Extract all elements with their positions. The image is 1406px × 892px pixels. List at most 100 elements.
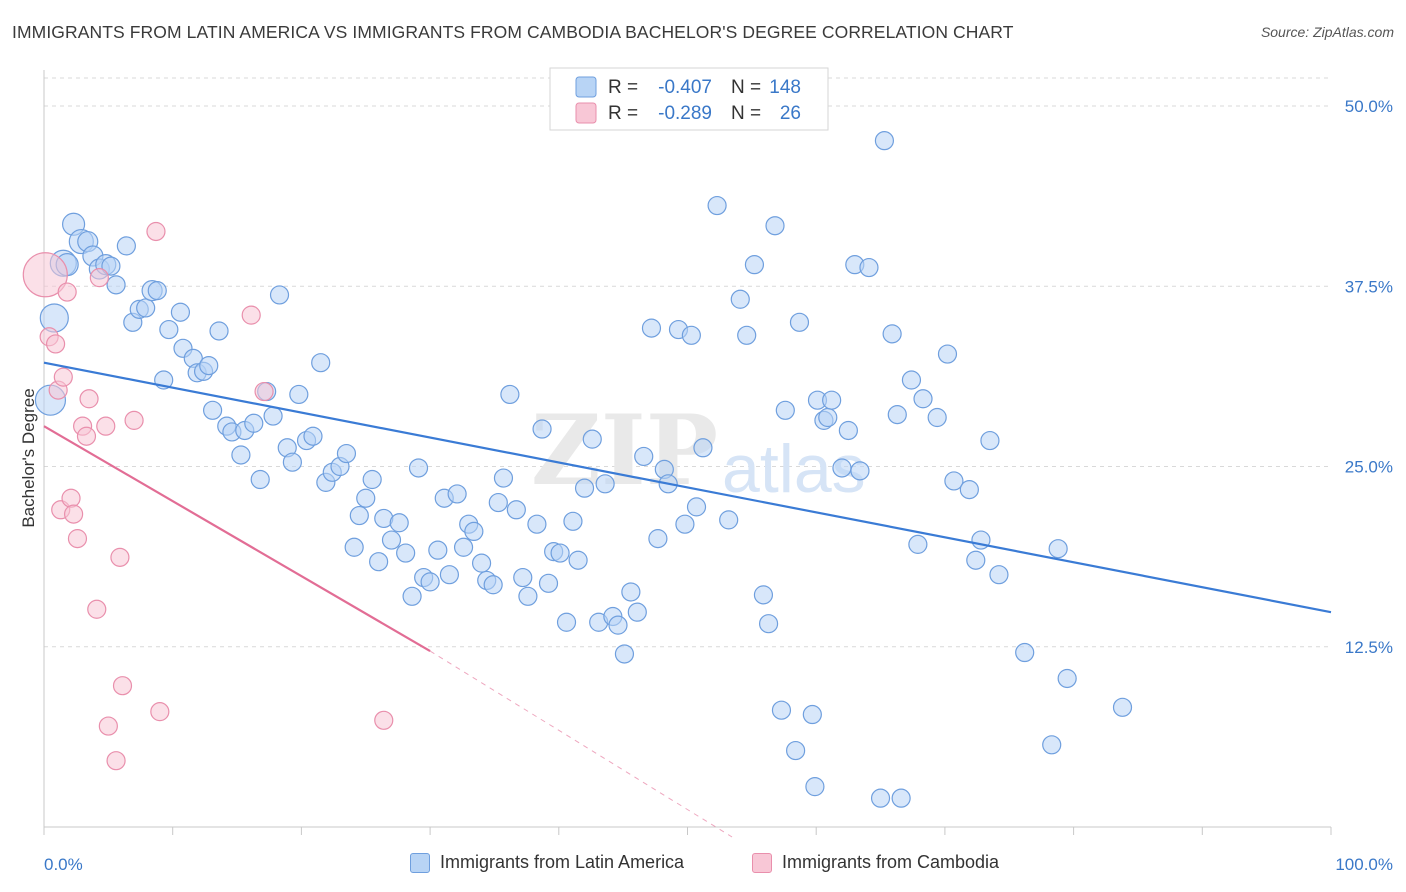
- point-latin-america-87: [595, 474, 615, 494]
- point-latin-america-50: [362, 469, 382, 490]
- x-tick-labels: 0.0% 100.0%: [44, 855, 1393, 874]
- point-latin-america-63: [447, 484, 467, 504]
- point-cambodia-21: [146, 221, 166, 242]
- point-latin-america-95: [648, 529, 668, 549]
- legend-r-label-2: R =: [608, 103, 638, 124]
- point-latin-america-130: [891, 788, 911, 808]
- source-label: Source: ZipAtlas.com: [1260, 24, 1394, 40]
- legend-item-cambodia[interactable]: Immigrants from Cambodia: [752, 852, 999, 873]
- point-latin-america-141: [989, 565, 1009, 585]
- point-latin-america-76: [527, 514, 547, 534]
- point-cambodia-9: [67, 529, 88, 549]
- legend-r-value-1: -0.407: [658, 77, 712, 98]
- point-latin-america-78: [538, 573, 559, 593]
- legend-r-label-1: R =: [608, 77, 638, 98]
- point-latin-america-51: [369, 552, 389, 572]
- point-latin-america-127: [874, 131, 895, 151]
- point-latin-america-39: [289, 384, 309, 405]
- point-latin-america-64: [453, 537, 474, 557]
- legend-swatch-blue: [575, 76, 597, 98]
- point-latin-america-11: [106, 275, 126, 295]
- point-latin-america-46: [336, 443, 357, 464]
- point-latin-america-81: [556, 612, 577, 632]
- point-latin-america-99: [675, 514, 695, 534]
- point-latin-america-55: [396, 543, 416, 563]
- point-latin-america-35: [263, 406, 283, 426]
- point-latin-america-84: [574, 478, 595, 498]
- legend-n-label-1: N =: [731, 77, 761, 98]
- point-cambodia-0: [22, 252, 68, 298]
- chart-title: IMMIGRANTS FROM LATIN AMERICA VS IMMIGRA…: [12, 22, 1014, 42]
- series-cambodia-points: [22, 221, 394, 771]
- legend-r-value-2: -0.289: [658, 103, 712, 124]
- point-latin-america-57: [408, 458, 429, 478]
- point-latin-america-120: [822, 390, 842, 410]
- point-latin-america-115: [802, 704, 822, 725]
- point-latin-america-129: [887, 405, 907, 425]
- series-latin-america-points: [34, 131, 1133, 808]
- y-tick-label-1: 25.0%: [1345, 458, 1393, 477]
- point-latin-america-135: [937, 344, 958, 364]
- point-latin-america-114: [789, 312, 810, 332]
- legend-item-latin-america[interactable]: Immigrants from Latin America: [410, 852, 684, 873]
- point-latin-america-122: [838, 420, 858, 441]
- legend-swatch-cambodia: [752, 852, 772, 873]
- point-cambodia-20: [124, 410, 144, 430]
- point-latin-america-102: [693, 438, 713, 458]
- point-latin-america-93: [634, 446, 654, 467]
- point-latin-america-27: [209, 321, 229, 341]
- point-latin-america-62: [439, 565, 460, 585]
- y-tick-label-2: 37.5%: [1345, 277, 1393, 296]
- trend-lines: [43, 361, 1332, 838]
- point-latin-america-131: [901, 370, 922, 390]
- point-latin-america-25: [199, 355, 219, 376]
- point-latin-america-94: [641, 318, 662, 338]
- point-cambodia-25: [374, 710, 394, 730]
- legend-n-value-2: 26: [780, 103, 801, 124]
- point-cambodia-2: [45, 334, 66, 354]
- point-cambodia-18: [110, 547, 130, 567]
- watermark-zip: ZIP: [531, 394, 718, 507]
- point-latin-america-26: [202, 400, 223, 420]
- point-latin-america-142: [1015, 642, 1035, 663]
- point-latin-america-71: [493, 468, 514, 488]
- point-cambodia-17: [106, 751, 126, 771]
- point-cambodia-12: [79, 389, 99, 409]
- point-latin-america-56: [402, 586, 422, 606]
- point-latin-america-70: [488, 492, 508, 513]
- y-tick-label-3: 50.0%: [1345, 97, 1393, 116]
- point-cambodia-22: [150, 702, 170, 722]
- point-latin-america-116: [805, 777, 825, 797]
- point-latin-america-121: [832, 458, 852, 478]
- point-latin-america-47: [344, 537, 364, 557]
- point-latin-america-85: [582, 429, 602, 449]
- point-latin-america-109: [758, 614, 779, 634]
- legend-label-latin-america: Immigrants from Latin America: [440, 852, 685, 872]
- y-axis-label: Bachelor's Degree: [19, 388, 38, 527]
- point-latin-america-143: [1042, 735, 1062, 755]
- point-latin-america-111: [771, 700, 792, 720]
- point-latin-america-145: [1057, 668, 1077, 689]
- point-latin-america-59: [420, 572, 440, 592]
- legend-n-label-2: N =: [731, 103, 761, 124]
- trend-line-latin-america: [43, 361, 1332, 614]
- y-tick-labels: 12.5% 25.0% 37.5% 50.0%: [1345, 97, 1393, 657]
- point-latin-america-36: [269, 285, 290, 305]
- point-latin-america-140: [980, 430, 1000, 451]
- point-cambodia-13: [87, 599, 107, 619]
- point-latin-america-30: [231, 445, 251, 465]
- point-latin-america-136: [944, 471, 964, 491]
- point-cambodia-11: [76, 426, 97, 446]
- point-latin-america-49: [356, 488, 376, 508]
- point-latin-america-124: [850, 461, 870, 481]
- point-latin-america-100: [681, 325, 701, 345]
- stats-legend: R = -0.407 N = 148 R = -0.289 N = 26: [549, 67, 829, 131]
- point-latin-america-104: [719, 510, 739, 530]
- point-latin-america-53: [381, 530, 402, 550]
- point-latin-america-75: [518, 586, 538, 606]
- point-latin-america-91: [621, 582, 641, 602]
- point-cambodia-14: [89, 268, 109, 288]
- point-latin-america-133: [913, 389, 933, 409]
- point-latin-america-19: [159, 319, 179, 340]
